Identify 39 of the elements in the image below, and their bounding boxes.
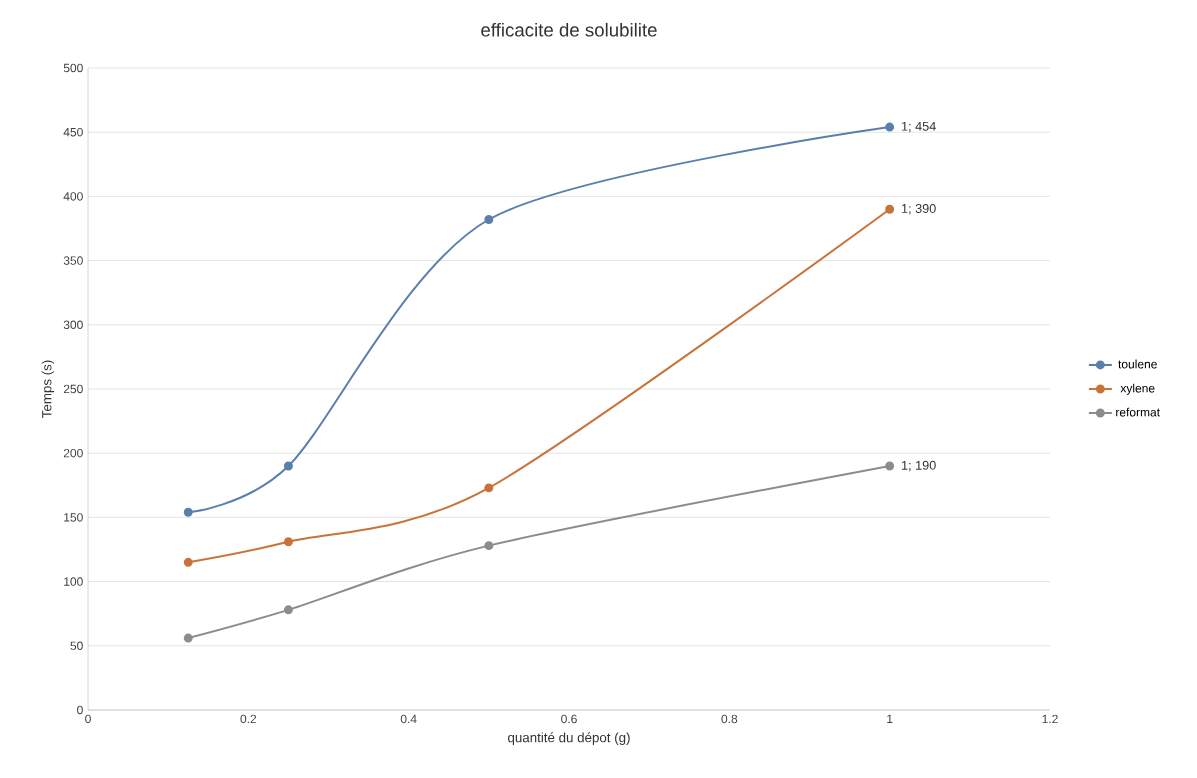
- y-tick-label: 400: [63, 192, 83, 201]
- point: [283, 605, 293, 615]
- point: [183, 633, 193, 643]
- y-tick-label: 200: [63, 448, 83, 458]
- x-tick-label: 0.2: [240, 714, 257, 724]
- y-axis-title: Temps (s): [41, 360, 55, 418]
- y-tick-label: 100: [64, 577, 83, 586]
- point: [183, 507, 193, 517]
- point: [885, 461, 895, 471]
- point: [283, 537, 293, 547]
- legend-label: toulene: [1118, 359, 1157, 369]
- y-tick-label: 150: [64, 513, 83, 522]
- x-axis-title: quantité du dépot (g): [508, 732, 630, 745]
- point: [484, 541, 494, 551]
- point: [484, 215, 494, 224]
- point: [885, 204, 895, 214]
- y-tick-label: 500: [63, 63, 83, 73]
- x-tick-label: 1: [887, 714, 893, 723]
- x-tick-label: 0.8: [721, 714, 738, 724]
- x-tick-label: 0: [85, 714, 91, 724]
- data-label: 1; 390: [902, 204, 936, 215]
- x-tick-label: 1.2: [1042, 714, 1058, 724]
- y-tick-label: 250: [63, 384, 83, 394]
- data-label: 1; 454: [902, 121, 936, 133]
- x-tick-label: 0.4: [400, 714, 417, 724]
- legend-label: xylene: [1120, 383, 1155, 395]
- point: [283, 461, 293, 471]
- data-label: 1; 190: [902, 460, 936, 472]
- point: [484, 483, 494, 493]
- chart-title: efficacite de solubilite: [481, 22, 657, 37]
- y-tick-label: 300: [63, 320, 83, 330]
- y-tick-label: 50: [70, 641, 83, 651]
- legend-label: reformat: [1116, 407, 1160, 417]
- y-tick-label: 0: [77, 705, 83, 715]
- x-tick-label: 0.6: [561, 714, 577, 724]
- y-tick-label: 450: [63, 127, 83, 137]
- y-tick-label: 350: [63, 256, 83, 265]
- point: [183, 557, 193, 567]
- point: [885, 122, 895, 132]
